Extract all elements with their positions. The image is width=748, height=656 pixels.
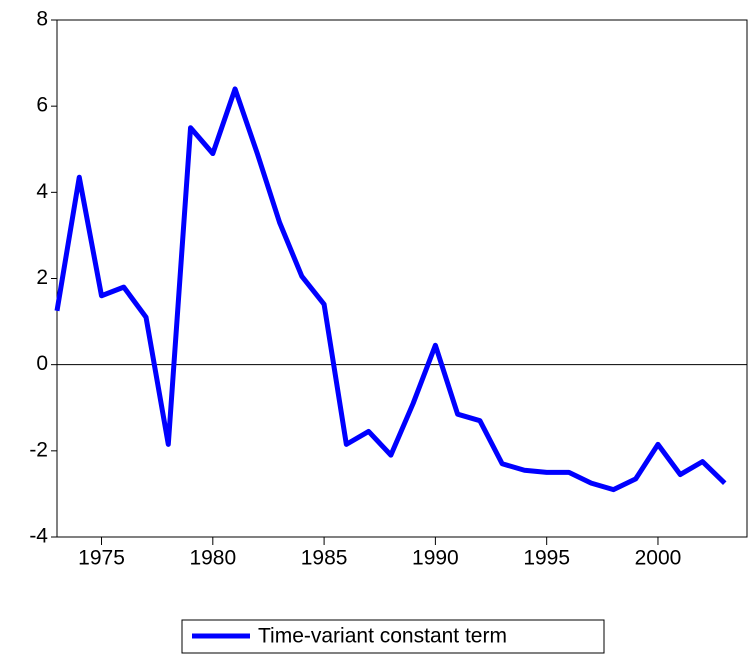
y-tick-label: -4 bbox=[29, 525, 48, 548]
data-line bbox=[54, 86, 727, 493]
y-tick-label: 8 bbox=[36, 8, 48, 31]
y-tick-label: 4 bbox=[36, 180, 48, 203]
x-tick-label: 2000 bbox=[635, 547, 682, 570]
x-tick-label: 1980 bbox=[189, 547, 236, 570]
y-tick-label: 2 bbox=[36, 266, 48, 289]
y-tick-label: 0 bbox=[36, 352, 48, 375]
x-tick-label: 1990 bbox=[412, 547, 459, 570]
legend-label: Time-variant constant term bbox=[258, 625, 507, 648]
legend-box bbox=[181, 619, 605, 654]
x-tick-label: 1995 bbox=[523, 547, 570, 570]
y-tick-label: 6 bbox=[36, 94, 48, 117]
y-tick-label: -2 bbox=[29, 438, 48, 461]
plot-frame bbox=[56, 19, 748, 538]
x-tick-label: 1975 bbox=[78, 547, 125, 570]
x-tick-label: 1985 bbox=[301, 547, 348, 570]
